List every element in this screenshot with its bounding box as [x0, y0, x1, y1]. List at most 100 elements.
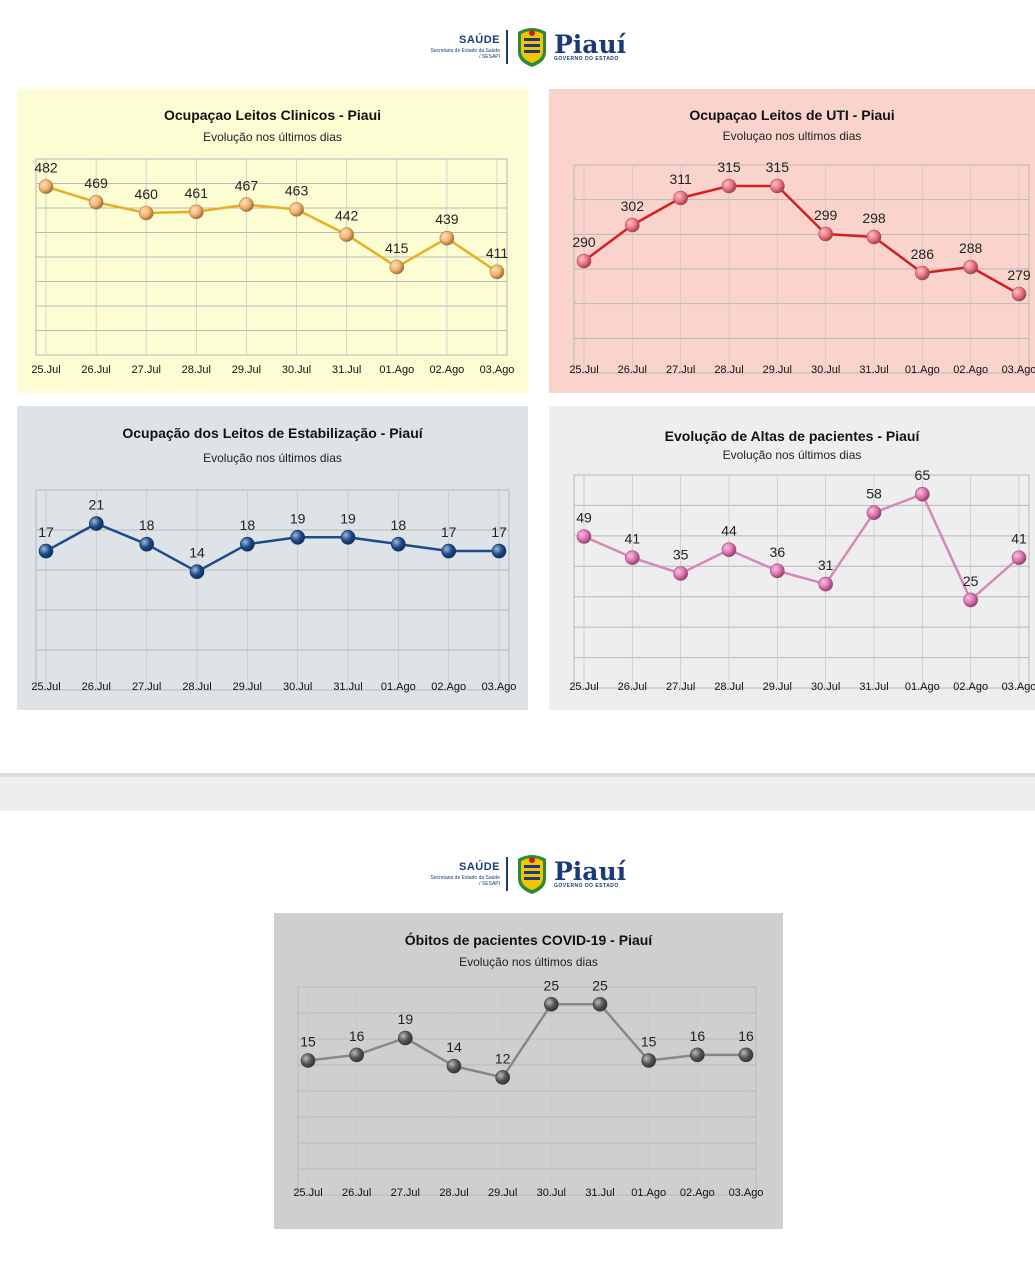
chart-svg: Ocupaçao Leitos de UTI - Piaui Evoluçao n… — [569, 107, 1035, 376]
x-tick-label: 27.Jul — [666, 364, 695, 376]
data-label: 279 — [1007, 267, 1031, 283]
data-point — [349, 1047, 364, 1063]
data-point — [576, 253, 592, 269]
saude-subtitle: Secretaria de Estado da Saúde / SESAPI — [430, 874, 501, 887]
data-label: 25 — [963, 573, 979, 589]
state-subtitle: GOVERNO DO ESTADO — [554, 56, 619, 62]
x-tick-label: 26.Jul — [618, 364, 647, 376]
x-tick-label: 31.Jul — [333, 681, 362, 693]
data-label: 19 — [290, 510, 306, 526]
data-point — [866, 229, 882, 245]
data-point — [690, 1047, 705, 1063]
data-label: 41 — [1011, 531, 1027, 547]
data-point — [38, 179, 54, 194]
chart-subtitle: Evolução nos últimos dias — [459, 955, 598, 969]
data-label: 463 — [285, 182, 309, 198]
chart-leitos-estabilizacao: Ocupação dos Leitos de Estabilização - P… — [17, 406, 528, 710]
data-label: 469 — [84, 175, 108, 191]
section-divider — [0, 773, 1035, 811]
chart-subtitle: Evolução nos últimos dias — [203, 130, 342, 144]
data-point — [963, 259, 978, 275]
chart-subtitle: Evolução nos últimos dias — [723, 448, 862, 462]
x-tick-label: 26.Jul — [81, 364, 110, 376]
x-tick-label: 27.Jul — [666, 681, 695, 693]
data-label: 18 — [240, 517, 256, 533]
saude-subtitle: Secretaria de Estado da Saúde / SESAPI — [430, 47, 501, 60]
x-tick-label: 30.Jul — [282, 364, 311, 376]
x-tick-label: 27.Jul — [132, 364, 161, 376]
x-tick-label: 28.Jul — [714, 681, 743, 693]
data-label: 298 — [862, 210, 886, 226]
x-tick-label: 03.Ago — [480, 364, 515, 376]
series-line — [307, 1003, 746, 1079]
x-tick-label: 02.Ago — [953, 681, 988, 693]
data-point — [339, 227, 354, 242]
x-tick-label: 03.Ago — [482, 681, 517, 693]
data-label: 14 — [189, 545, 205, 561]
chart-leitos-clinicos: Ocupaçao Leitos Clinicos - Piaui Evolução… — [17, 89, 528, 393]
data-point — [915, 265, 930, 281]
x-tick-label: 02.Ago — [431, 681, 466, 693]
data-point — [489, 264, 505, 280]
x-tick-label: 25.Jul — [569, 681, 598, 693]
plot-area — [573, 474, 1030, 689]
data-point — [300, 1053, 316, 1068]
x-tick-label: 28.Jul — [182, 681, 211, 693]
data-label: 49 — [576, 510, 592, 526]
plot-area — [35, 489, 510, 691]
chart-obitos: Óbitos de pacientes COVID-19 - Piauí Evol… — [274, 913, 783, 1229]
x-tick-label: 29.Jul — [488, 1187, 517, 1199]
state-name: Piauí — [554, 857, 627, 886]
logo-divider — [506, 857, 508, 891]
data-label: 18 — [139, 517, 155, 533]
data-point — [544, 996, 559, 1012]
data-label: 17 — [491, 524, 507, 540]
data-label: 482 — [34, 160, 58, 176]
data-point — [289, 202, 304, 217]
x-tick-label: 03.Ago — [729, 1187, 764, 1199]
data-label: 25 — [592, 977, 608, 993]
chart-svg: Evolução de Altas de pacientes - Piauí Ev… — [569, 428, 1035, 693]
header-logo: SAÚDE Secretaria de Estado da Saúde / SE… — [430, 26, 626, 68]
saude-title: SAÚDE — [458, 33, 500, 46]
data-point — [721, 178, 737, 194]
data-point — [641, 1053, 656, 1068]
data-label: 299 — [814, 207, 838, 223]
x-tick-label: 25.Jul — [31, 681, 60, 693]
chart-title: Óbitos de pacientes COVID-19 - Piauí — [405, 931, 654, 948]
data-label: 17 — [441, 524, 457, 540]
data-label: 15 — [300, 1034, 316, 1050]
data-label: 16 — [738, 1028, 754, 1044]
state-subtitle: GOVERNO DO ESTADO — [554, 883, 619, 889]
chart-title: Ocupaçao Leitos de UTI - Piaui — [689, 107, 894, 123]
series-line — [583, 184, 1020, 296]
x-tick-label: 28.Jul — [714, 364, 743, 376]
data-point — [491, 543, 507, 559]
data-point — [625, 217, 640, 233]
data-point — [915, 486, 930, 502]
data-point — [139, 536, 154, 552]
data-point — [625, 550, 640, 565]
series-line — [45, 185, 498, 273]
data-label: 18 — [391, 517, 407, 533]
state-crest-icon — [518, 855, 546, 894]
data-point — [88, 194, 104, 210]
saude-brand: SAÚDE Secretaria de Estado da Saúde / SE… — [430, 861, 501, 887]
x-tick-label: 31.Jul — [859, 364, 888, 376]
chart-title: Evolução de Altas de pacientes - Piauí — [665, 428, 921, 444]
data-label: 35 — [673, 547, 689, 563]
data-label: 19 — [340, 510, 356, 526]
data-label: 58 — [866, 486, 882, 502]
x-tick-label: 01.Ago — [631, 1187, 666, 1199]
x-tick-label: 29.Jul — [232, 364, 261, 376]
data-label: 288 — [959, 240, 983, 256]
x-tick-label: 25.Jul — [569, 364, 598, 376]
x-tick-label: 26.Jul — [342, 1187, 371, 1199]
x-tick-label: 31.Jul — [859, 681, 888, 693]
state-crest-icon — [518, 28, 546, 67]
data-point — [1011, 550, 1027, 565]
data-label: 461 — [185, 185, 209, 201]
state-brand: Piauí GOVERNO DO ESTADO — [554, 859, 626, 889]
data-point — [290, 529, 305, 545]
chart-altas: Evolução de Altas de pacientes - Piauí Ev… — [549, 406, 1035, 710]
